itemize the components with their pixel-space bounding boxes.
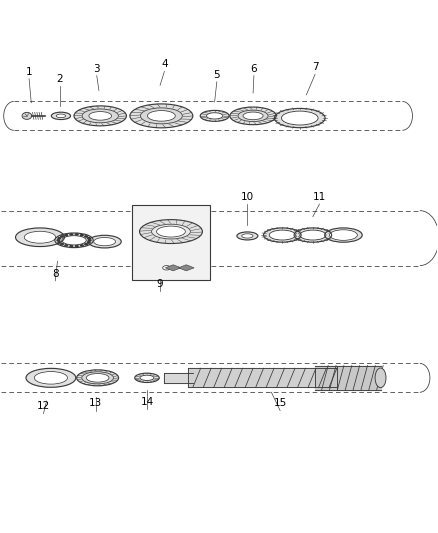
Ellipse shape [55,233,93,248]
Ellipse shape [58,241,60,243]
Ellipse shape [237,232,258,240]
Ellipse shape [57,240,60,241]
Ellipse shape [81,235,83,236]
Ellipse shape [82,372,113,384]
Ellipse shape [135,373,159,383]
Ellipse shape [89,111,112,120]
Ellipse shape [82,109,118,123]
Ellipse shape [77,370,119,386]
Ellipse shape [22,112,32,119]
Ellipse shape [75,234,78,235]
Text: 1: 1 [26,67,32,77]
Ellipse shape [206,112,223,119]
Ellipse shape [325,228,362,242]
Ellipse shape [162,265,170,270]
Ellipse shape [61,244,64,245]
Text: 4: 4 [161,59,168,69]
Text: 7: 7 [312,62,318,72]
Text: 13: 13 [89,398,102,408]
Ellipse shape [89,111,112,120]
Ellipse shape [141,108,182,124]
Ellipse shape [86,374,109,382]
Ellipse shape [130,104,193,128]
Ellipse shape [230,107,276,125]
Text: 9: 9 [157,279,163,289]
Ellipse shape [152,224,191,239]
Ellipse shape [58,238,60,239]
Text: 3: 3 [93,63,100,74]
Ellipse shape [275,108,325,128]
Ellipse shape [242,234,253,238]
Ellipse shape [70,234,73,235]
Ellipse shape [51,112,71,119]
Ellipse shape [269,230,295,240]
Ellipse shape [34,372,67,384]
Ellipse shape [56,114,66,118]
Ellipse shape [375,368,386,387]
Text: 11: 11 [313,192,326,202]
Polygon shape [165,265,181,271]
Ellipse shape [62,236,86,245]
Text: 2: 2 [57,74,63,84]
Ellipse shape [282,111,318,125]
Ellipse shape [74,106,127,126]
Polygon shape [132,205,210,280]
Text: 5: 5 [213,70,220,79]
Ellipse shape [86,374,109,382]
Ellipse shape [148,110,175,121]
Ellipse shape [329,230,357,240]
Ellipse shape [243,112,263,120]
Ellipse shape [85,236,88,237]
Ellipse shape [140,220,202,244]
Text: 12: 12 [37,401,50,411]
Ellipse shape [300,230,326,240]
Ellipse shape [75,246,78,247]
Ellipse shape [85,244,88,245]
Ellipse shape [15,228,64,247]
Ellipse shape [26,368,76,387]
Text: 15: 15 [273,398,287,408]
Ellipse shape [294,228,332,242]
Ellipse shape [94,238,116,246]
Ellipse shape [65,235,67,236]
Ellipse shape [140,375,154,381]
Ellipse shape [264,228,301,242]
Ellipse shape [148,110,175,121]
Text: 10: 10 [241,192,254,202]
Ellipse shape [70,246,73,247]
Ellipse shape [88,241,90,243]
Polygon shape [178,265,194,271]
Ellipse shape [200,110,229,122]
Ellipse shape [243,112,263,120]
Text: 8: 8 [52,269,59,279]
Ellipse shape [61,236,64,237]
Ellipse shape [65,245,67,246]
Text: 6: 6 [251,63,257,74]
Ellipse shape [24,231,56,243]
Ellipse shape [156,226,185,237]
Text: 14: 14 [140,397,154,407]
Ellipse shape [238,110,268,122]
Ellipse shape [88,235,121,248]
Ellipse shape [88,238,90,239]
Ellipse shape [88,240,91,241]
Ellipse shape [81,245,83,246]
